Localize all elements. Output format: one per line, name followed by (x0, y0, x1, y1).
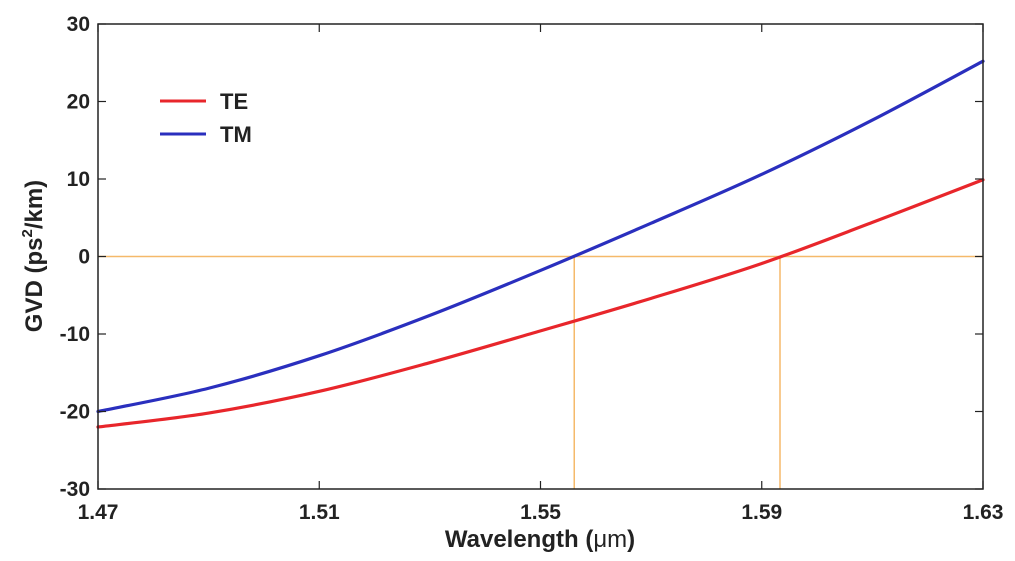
y-tick-label: -30 (60, 478, 90, 501)
x-axis-title: Wavelength (μm) (445, 526, 635, 553)
x-tick-label: 1.63 (963, 501, 1004, 524)
x-tick-label: 1.59 (741, 501, 782, 524)
series-line-tm (96, 59, 985, 414)
legend: TE TM (160, 89, 252, 147)
y-tick-label: -10 (60, 323, 90, 346)
y-tick-label: 0 (78, 246, 90, 269)
y-tick-label: 30 (67, 13, 90, 36)
legend-label-tm: TM (220, 122, 252, 147)
reference-lines (98, 255, 983, 489)
y-tick-label: -20 (60, 401, 90, 424)
tick-layer: 1.47 1.51 1.55 1.59 1.63 -30 -20 -10 0 10 20 30 (60, 13, 1004, 524)
legend-label-te: TE (220, 89, 248, 114)
x-tick-label: 1.47 (78, 501, 119, 524)
series-layer (96, 59, 985, 429)
y-axis-title: GVD (ps2/km) (19, 180, 48, 332)
x-tick-label: 1.51 (299, 501, 340, 524)
series-line-te (96, 178, 985, 429)
y-tick-label: 10 (67, 168, 90, 191)
x-tick-label: 1.55 (520, 501, 561, 524)
y-tick-label: 20 (67, 91, 90, 114)
